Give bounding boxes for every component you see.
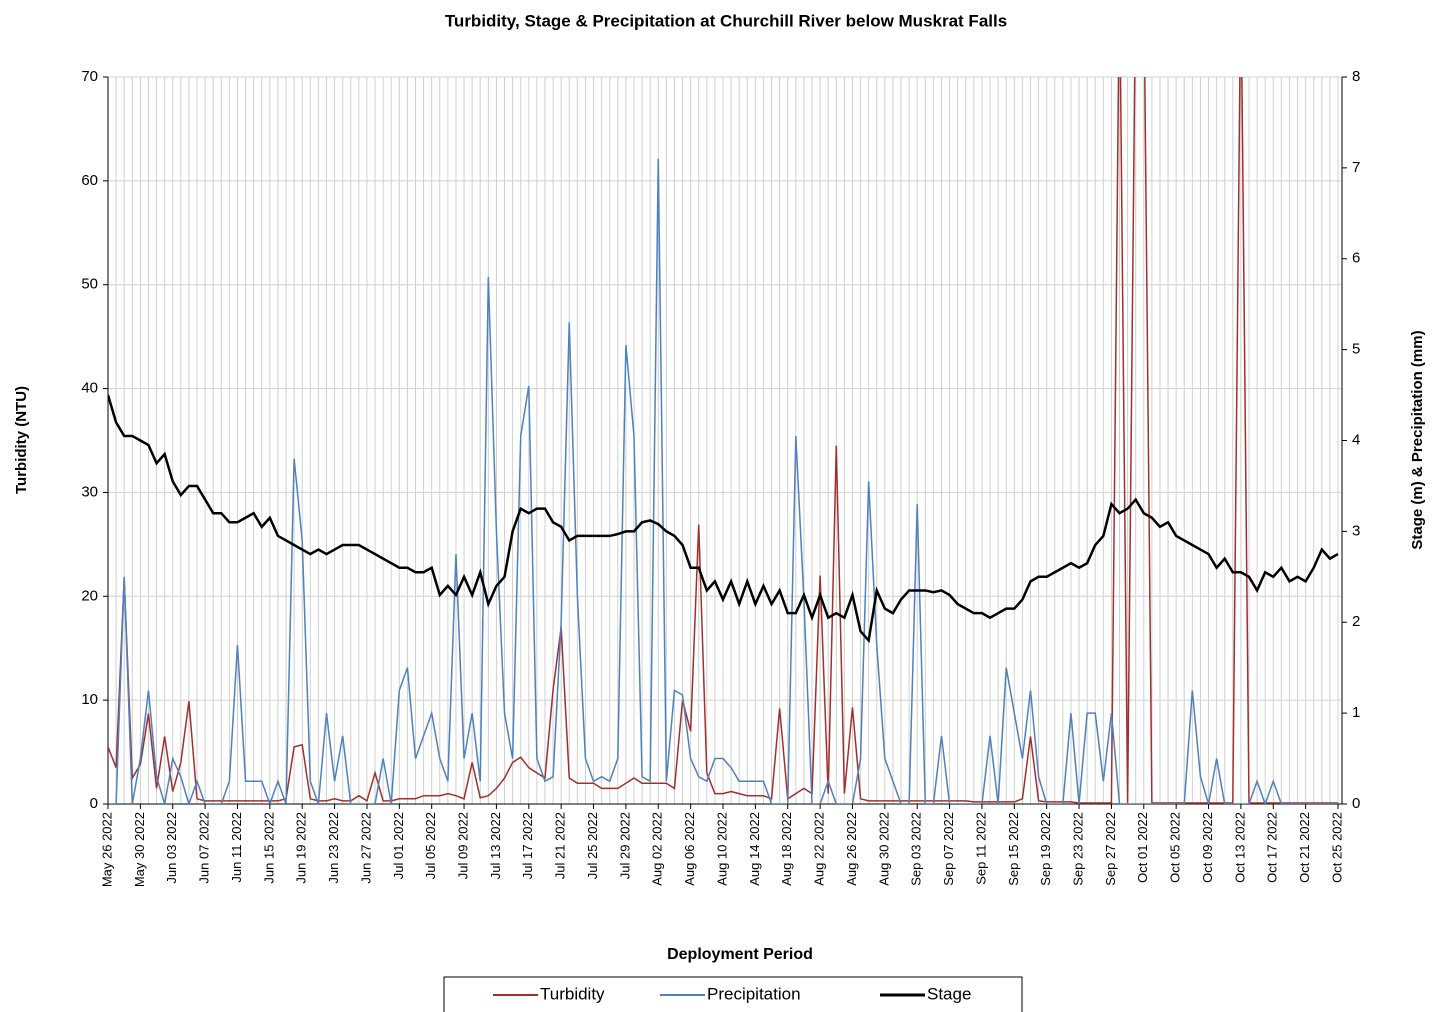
y-tick-label: 60: [81, 172, 98, 189]
x-tick-label: Jun 03 2022: [164, 812, 179, 884]
x-tick-label: May 30 2022: [132, 812, 147, 887]
legend-box: [443, 976, 1023, 1012]
legend-label: Turbidity: [540, 984, 605, 1003]
x-tick-label: Oct 13 2022: [1232, 812, 1247, 883]
y-tick-label: 30: [81, 483, 98, 500]
x-tick-label: Jun 19 2022: [294, 812, 309, 884]
x-tick-label: Jul 25 2022: [585, 812, 600, 879]
x-tick-label: Sep 23 2022: [1070, 812, 1085, 886]
x-tick-label: Jun 15 2022: [261, 812, 276, 884]
x-tick-label: Aug 10 2022: [714, 812, 729, 886]
y2-tick-label: 6: [1352, 250, 1360, 267]
x-tick-label: Jul 09 2022: [455, 812, 470, 879]
series-line: [108, 394, 1339, 644]
series-line: [108, 77, 1338, 804]
x-tick-label: May 26 2022: [99, 812, 114, 887]
x-tick-label: Jul 29 2022: [617, 812, 632, 879]
series-line: [108, 158, 1338, 804]
y-tick-label: 40: [81, 380, 98, 397]
x-tick-label: Aug 18 2022: [779, 812, 794, 886]
x-tick-label: Oct 17 2022: [1265, 812, 1280, 883]
y2-tick-label: 4: [1352, 431, 1360, 448]
x-tick-label: Jul 17 2022: [520, 812, 535, 879]
y-axis-title: Turbidity (NTU): [13, 386, 30, 494]
x-tick-label: Sep 03 2022: [909, 812, 924, 886]
x-tick-label: Aug 02 2022: [650, 812, 665, 886]
x-tick-label: Sep 19 2022: [1038, 812, 1053, 886]
x-tick-label: Aug 26 2022: [844, 812, 859, 886]
x-axis-title: Deployment Period: [667, 946, 813, 963]
x-tick-label: Jul 21 2022: [553, 812, 568, 879]
y2-tick-label: 7: [1352, 159, 1360, 176]
y-tick-label: 10: [81, 691, 98, 708]
y-tick-label: 0: [90, 795, 98, 812]
x-tick-label: Oct 01 2022: [1135, 812, 1150, 883]
y-tick-label: 20: [81, 587, 98, 604]
chart-title: Turbidity, Stage & Precipitation at Chur…: [445, 11, 1007, 30]
x-tick-label: Sep 07 2022: [941, 812, 956, 886]
plot-area: [108, 77, 1339, 804]
x-tick-label: Aug 14 2022: [747, 812, 762, 886]
x-tick-label: Sep 11 2022: [973, 812, 988, 885]
y2-tick-label: 5: [1352, 341, 1360, 358]
x-tick-label: Oct 21 2022: [1297, 812, 1312, 883]
y2-axis-title: Stage (m) & Precipitation (mm): [1409, 330, 1426, 549]
x-tick-label: Sep 27 2022: [1103, 812, 1118, 886]
x-tick-label: Oct 05 2022: [1168, 812, 1183, 883]
x-tick-label: Sep 15 2022: [1006, 812, 1021, 886]
y2-tick-label: 0: [1352, 795, 1360, 812]
y2-tick-label: 2: [1352, 613, 1360, 630]
y-tick-label: 50: [81, 276, 98, 293]
y-tick-label: 70: [81, 68, 98, 85]
y2-tick-label: 1: [1352, 704, 1360, 721]
x-tick-label: Oct 25 2022: [1329, 812, 1344, 883]
y2-tick-label: 8: [1352, 68, 1360, 85]
x-tick-label: Jul 13 2022: [488, 812, 503, 879]
legend-label: Precipitation: [707, 984, 801, 1003]
y2-tick-label: 3: [1352, 522, 1360, 539]
x-tick-label: Oct 09 2022: [1200, 812, 1215, 883]
legend-label: Stage: [927, 984, 971, 1003]
x-tick-label: Aug 06 2022: [682, 812, 697, 886]
x-tick-label: Jul 01 2022: [391, 812, 406, 879]
x-tick-label: Aug 30 2022: [876, 812, 891, 886]
x-tick-label: Jun 27 2022: [358, 812, 373, 884]
x-tick-label: Jun 11 2022: [229, 812, 244, 883]
x-tick-label: Jun 07 2022: [197, 812, 212, 884]
x-tick-label: Jul 05 2022: [423, 812, 438, 879]
x-tick-label: Aug 22 2022: [812, 812, 827, 886]
x-tick-label: Jun 23 2022: [326, 812, 341, 884]
